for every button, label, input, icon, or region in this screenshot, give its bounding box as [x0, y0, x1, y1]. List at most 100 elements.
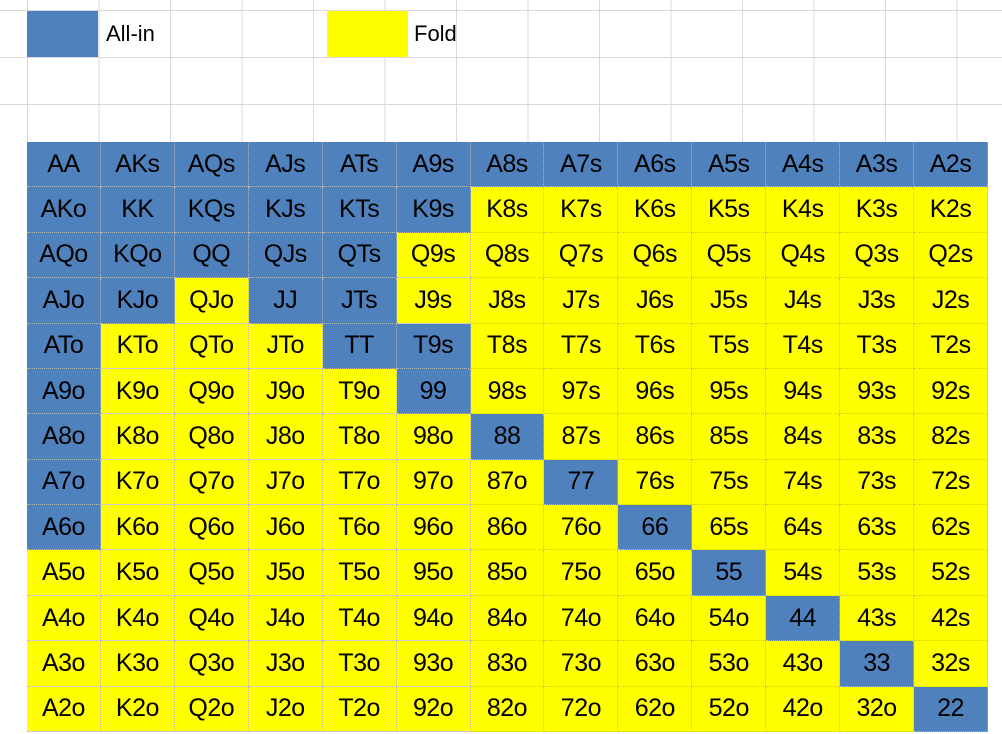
hand-cell-T6o[interactable]: T6o	[322, 505, 397, 551]
hand-cell-J9s[interactable]: J9s	[396, 278, 471, 324]
hand-cell-ATo[interactable]: ATo	[27, 323, 101, 369]
hand-cell-Q2s[interactable]: Q2s	[914, 232, 988, 279]
hand-cell-KTo[interactable]: KTo	[100, 323, 175, 369]
hand-cell-AJo[interactable]: AJo	[27, 278, 101, 324]
hand-cell-54s[interactable]: 54s	[766, 550, 841, 596]
hand-cell-65s[interactable]: 65s	[692, 505, 767, 551]
hand-cell-T7s[interactable]: T7s	[544, 323, 619, 369]
hand-cell-A6o[interactable]: A6o	[27, 505, 101, 551]
hand-cell-Q4s[interactable]: Q4s	[766, 232, 841, 279]
hand-cell-A7s[interactable]: A7s	[544, 142, 619, 188]
hand-cell-A7o[interactable]: A7o	[27, 459, 101, 506]
hand-cell-82o[interactable]: 82o	[470, 686, 545, 732]
hand-cell-KTs[interactable]: KTs	[322, 187, 397, 233]
hand-cell-K4s[interactable]: K4s	[766, 187, 841, 233]
hand-cell-Q3o[interactable]: Q3o	[174, 641, 249, 687]
hand-cell-TT[interactable]: TT	[322, 323, 397, 369]
hand-cell-AKo[interactable]: AKo	[27, 187, 101, 233]
hand-cell-52o[interactable]: 52o	[692, 686, 767, 732]
hand-cell-53o[interactable]: 53o	[692, 641, 767, 687]
hand-cell-Q6s[interactable]: Q6s	[618, 232, 693, 279]
hand-cell-QTs[interactable]: QTs	[322, 232, 397, 279]
hand-cell-98s[interactable]: 98s	[470, 368, 545, 415]
hand-cell-T7o[interactable]: T7o	[322, 459, 397, 506]
hand-cell-63s[interactable]: 63s	[840, 505, 915, 551]
hand-cell-Q8o[interactable]: Q8o	[174, 414, 249, 460]
hand-cell-T8o[interactable]: T8o	[322, 414, 397, 460]
hand-cell-JTs[interactable]: JTs	[322, 278, 397, 324]
hand-cell-74s[interactable]: 74s	[766, 459, 841, 506]
hand-cell-A3o[interactable]: A3o	[27, 641, 101, 687]
hand-cell-94o[interactable]: 94o	[396, 595, 471, 642]
hand-cell-J6o[interactable]: J6o	[248, 505, 323, 551]
hand-cell-Q3s[interactable]: Q3s	[840, 232, 915, 279]
hand-cell-95s[interactable]: 95s	[692, 368, 767, 415]
hand-cell-72s[interactable]: 72s	[914, 459, 988, 506]
hand-cell-82s[interactable]: 82s	[914, 414, 988, 460]
hand-cell-K9o[interactable]: K9o	[100, 368, 175, 415]
hand-cell-T9s[interactable]: T9s	[396, 323, 471, 369]
hand-cell-88[interactable]: 88	[470, 414, 545, 460]
hand-cell-95o[interactable]: 95o	[396, 550, 471, 596]
hand-cell-97s[interactable]: 97s	[544, 368, 619, 415]
hand-cell-A8o[interactable]: A8o	[27, 414, 101, 460]
hand-cell-J6s[interactable]: J6s	[618, 278, 693, 324]
hand-cell-T3s[interactable]: T3s	[840, 323, 915, 369]
hand-cell-44[interactable]: 44	[766, 595, 841, 642]
hand-cell-J7o[interactable]: J7o	[248, 459, 323, 506]
hand-cell-QTo[interactable]: QTo	[174, 323, 249, 369]
hand-cell-74o[interactable]: 74o	[544, 595, 619, 642]
hand-cell-76o[interactable]: 76o	[544, 505, 619, 551]
hand-cell-J8s[interactable]: J8s	[470, 278, 545, 324]
hand-cell-A9s[interactable]: A9s	[396, 142, 471, 188]
hand-cell-97o[interactable]: 97o	[396, 459, 471, 506]
hand-cell-65o[interactable]: 65o	[618, 550, 693, 596]
hand-cell-QQ[interactable]: QQ	[174, 232, 249, 279]
hand-cell-A6s[interactable]: A6s	[618, 142, 693, 188]
hand-cell-AQo[interactable]: AQo	[27, 232, 101, 279]
hand-cell-22[interactable]: 22	[914, 686, 988, 732]
hand-cell-32s[interactable]: 32s	[914, 641, 988, 687]
hand-cell-98o[interactable]: 98o	[396, 414, 471, 460]
hand-cell-Q9o[interactable]: Q9o	[174, 368, 249, 415]
hand-cell-J4o[interactable]: J4o	[248, 595, 323, 642]
hand-cell-93s[interactable]: 93s	[840, 368, 915, 415]
hand-cell-54o[interactable]: 54o	[692, 595, 767, 642]
hand-cell-86s[interactable]: 86s	[618, 414, 693, 460]
hand-cell-K5s[interactable]: K5s	[692, 187, 767, 233]
hand-cell-T4o[interactable]: T4o	[322, 595, 397, 642]
hand-cell-J5o[interactable]: J5o	[248, 550, 323, 596]
hand-cell-Q8s[interactable]: Q8s	[470, 232, 545, 279]
hand-cell-A2o[interactable]: A2o	[27, 686, 101, 732]
hand-cell-AQs[interactable]: AQs	[174, 142, 249, 188]
hand-cell-K8o[interactable]: K8o	[100, 414, 175, 460]
hand-cell-A8s[interactable]: A8s	[470, 142, 545, 188]
hand-cell-T4s[interactable]: T4s	[766, 323, 841, 369]
hand-cell-96s[interactable]: 96s	[618, 368, 693, 415]
hand-cell-K7o[interactable]: K7o	[100, 459, 175, 506]
hand-cell-Q7o[interactable]: Q7o	[174, 459, 249, 506]
hand-cell-K3o[interactable]: K3o	[100, 641, 175, 687]
hand-cell-83s[interactable]: 83s	[840, 414, 915, 460]
hand-cell-K8s[interactable]: K8s	[470, 187, 545, 233]
hand-cell-64s[interactable]: 64s	[766, 505, 841, 551]
hand-cell-K2o[interactable]: K2o	[100, 686, 175, 732]
hand-cell-Q5s[interactable]: Q5s	[692, 232, 767, 279]
hand-cell-72o[interactable]: 72o	[544, 686, 619, 732]
hand-cell-53s[interactable]: 53s	[840, 550, 915, 596]
hand-cell-66[interactable]: 66	[618, 505, 693, 551]
hand-cell-JTo[interactable]: JTo	[248, 323, 323, 369]
hand-cell-J4s[interactable]: J4s	[766, 278, 841, 324]
hand-cell-J3s[interactable]: J3s	[840, 278, 915, 324]
hand-cell-T2o[interactable]: T2o	[322, 686, 397, 732]
hand-cell-87s[interactable]: 87s	[544, 414, 619, 460]
hand-cell-85s[interactable]: 85s	[692, 414, 767, 460]
hand-cell-J2s[interactable]: J2s	[914, 278, 988, 324]
hand-cell-A4o[interactable]: A4o	[27, 595, 101, 642]
hand-cell-Q6o[interactable]: Q6o	[174, 505, 249, 551]
hand-cell-J2o[interactable]: J2o	[248, 686, 323, 732]
hand-cell-52s[interactable]: 52s	[914, 550, 988, 596]
hand-cell-64o[interactable]: 64o	[618, 595, 693, 642]
hand-cell-T8s[interactable]: T8s	[470, 323, 545, 369]
hand-cell-T6s[interactable]: T6s	[618, 323, 693, 369]
